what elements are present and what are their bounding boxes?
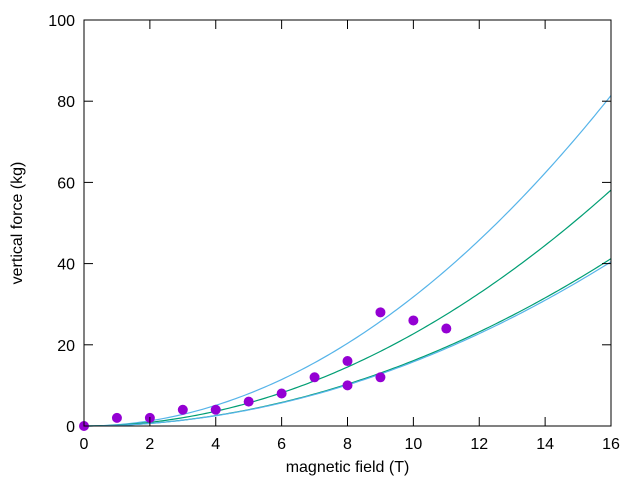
x-tick-label: 16 [602, 436, 620, 453]
fit-curve-2 [83, 189, 612, 427]
y-axis-label: vertical force (kg) [9, 162, 26, 285]
data-point [342, 380, 353, 391]
x-tick-label: 8 [343, 436, 352, 453]
data-point [441, 323, 452, 334]
data-points [79, 307, 452, 431]
x-tick-label: 12 [470, 436, 488, 453]
y-tick-label: 20 [57, 338, 75, 355]
fit-curve-1 [83, 95, 612, 427]
data-point [276, 388, 287, 399]
data-point [309, 372, 320, 383]
y-tick-label: 100 [48, 13, 75, 30]
x-axis-ticks: 0 2 4 6 8 10 12 14 16 [80, 20, 620, 453]
x-tick-label: 0 [80, 436, 89, 453]
x-tick-label: 14 [536, 436, 554, 453]
data-point [210, 404, 221, 415]
y-tick-label: 80 [57, 94, 75, 111]
x-tick-label: 4 [211, 436, 220, 453]
data-point [177, 404, 188, 415]
y-tick-label: 60 [57, 175, 75, 192]
x-axis-label: magnetic field (T) [286, 459, 410, 476]
y-axis-ticks: 0 20 40 60 80 100 [48, 13, 611, 436]
x-tick-label: 6 [277, 436, 286, 453]
y-tick-label: 40 [57, 257, 75, 274]
y-tick-label: 0 [66, 419, 75, 436]
fit-curve-3 [83, 258, 612, 427]
x-tick-label: 10 [404, 436, 422, 453]
data-point [408, 315, 419, 326]
fit-curves [83, 95, 612, 427]
data-point [375, 307, 386, 318]
data-point [111, 412, 122, 423]
data-point [342, 356, 353, 367]
data-point [375, 372, 386, 383]
data-point [243, 396, 254, 407]
x-tick-label: 2 [145, 436, 154, 453]
